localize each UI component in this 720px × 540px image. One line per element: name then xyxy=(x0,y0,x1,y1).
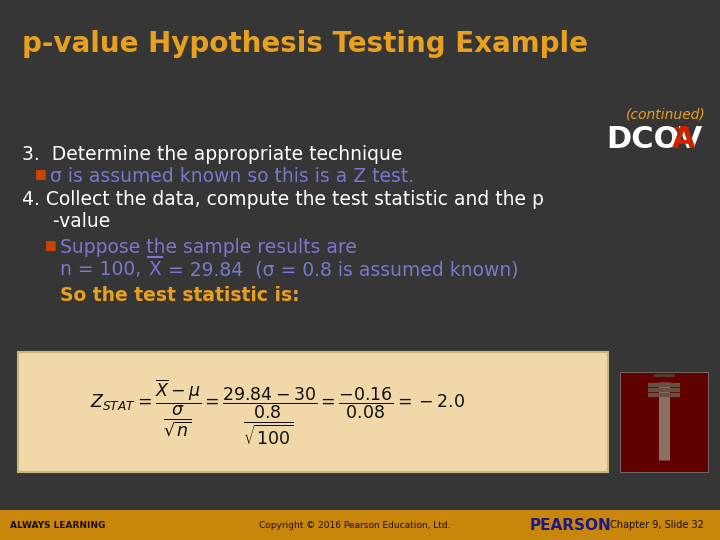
Bar xyxy=(0,510,720,540)
Text: ALWAYS LEARNING: ALWAYS LEARNING xyxy=(10,521,105,530)
Text: (continued): (continued) xyxy=(626,108,706,122)
Text: Chapter 9, Slide 32: Chapter 9, Slide 32 xyxy=(610,520,704,530)
Text: PEARSON: PEARSON xyxy=(530,517,612,532)
Text: 3.  Determine the appropriate technique: 3. Determine the appropriate technique xyxy=(22,145,402,164)
Text: So the test statistic is:: So the test statistic is: xyxy=(60,286,300,305)
Text: p-value Hypothesis Testing Example: p-value Hypothesis Testing Example xyxy=(22,30,588,58)
Text: Copyright © 2016 Pearson Education, Ltd.: Copyright © 2016 Pearson Education, Ltd. xyxy=(259,521,451,530)
Text: = 29.84  (σ = 0.8 is assumed known): = 29.84 (σ = 0.8 is assumed known) xyxy=(162,260,518,279)
Text: ■: ■ xyxy=(35,167,47,180)
Text: 4. Collect the data, compute the test statistic and the p: 4. Collect the data, compute the test st… xyxy=(22,190,544,209)
FancyBboxPatch shape xyxy=(620,372,708,472)
Text: DCOV: DCOV xyxy=(606,125,702,154)
Text: n = 100,: n = 100, xyxy=(60,260,159,279)
Text: ■: ■ xyxy=(45,238,57,251)
Text: X: X xyxy=(148,260,161,279)
Text: Suppose the sample results are: Suppose the sample results are xyxy=(60,238,357,257)
Text: σ is assumed known so this is a Z test.: σ is assumed known so this is a Z test. xyxy=(50,167,414,186)
FancyBboxPatch shape xyxy=(18,352,608,472)
Text: A: A xyxy=(672,125,696,154)
Text: $Z_{STAT} = \dfrac{\overline{X} - \mu}{\dfrac{\sigma}{\sqrt{n}}} = \dfrac{29.84 : $Z_{STAT} = \dfrac{\overline{X} - \mu}{\… xyxy=(90,377,465,447)
Text: -value: -value xyxy=(35,212,110,231)
